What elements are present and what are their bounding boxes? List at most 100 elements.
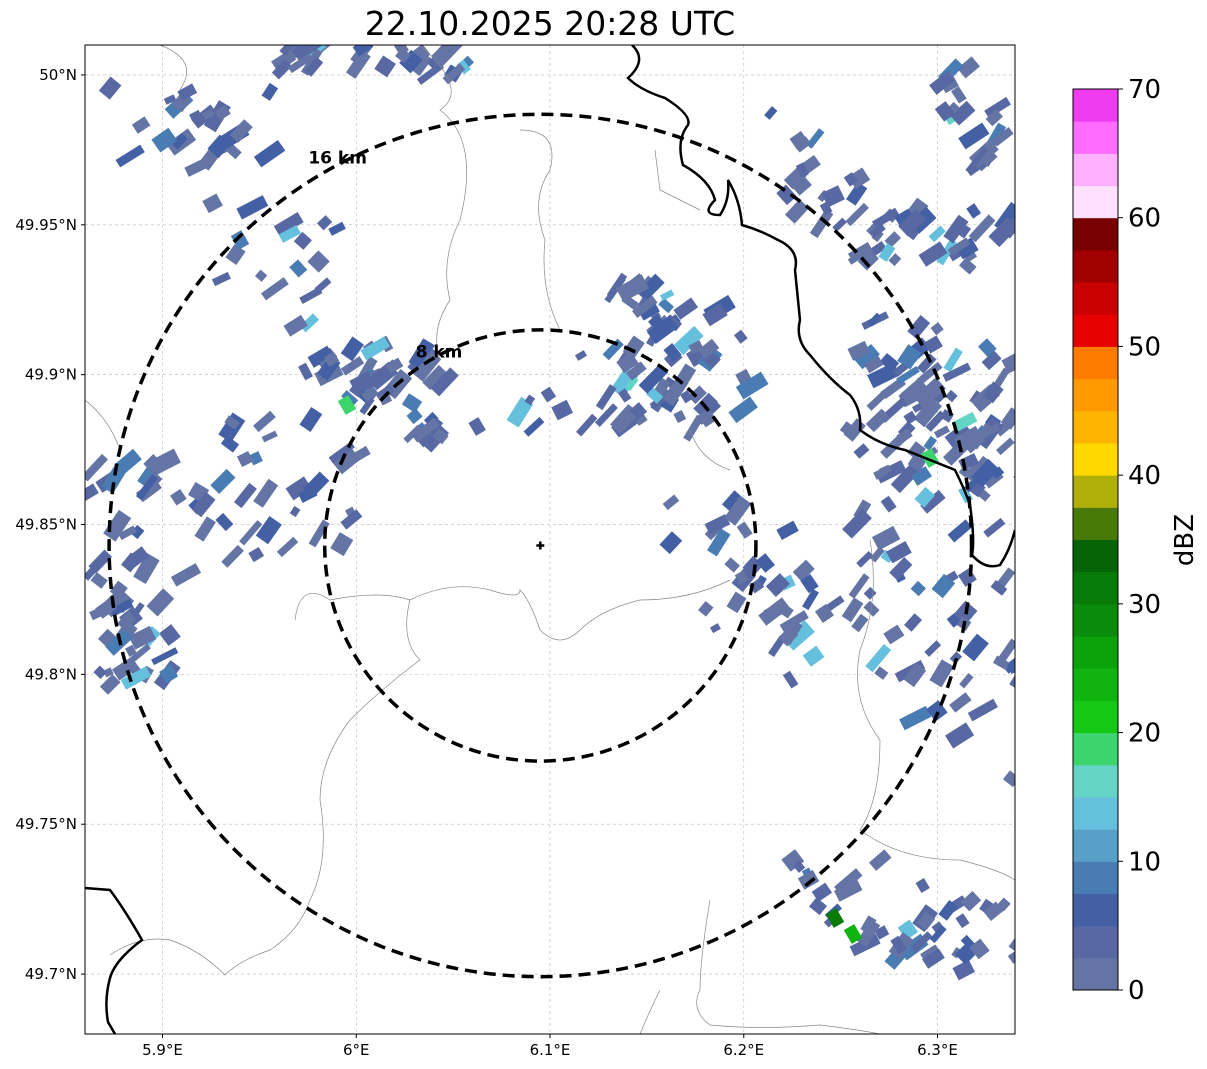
- lon-tick-label: 6°E: [343, 1041, 370, 1059]
- echo-cell: [330, 532, 354, 557]
- echo-cell: [917, 353, 937, 374]
- echo-cell: [888, 253, 902, 267]
- echo-cell: [923, 435, 937, 451]
- echo-cell: [210, 468, 236, 495]
- echo-cell: [943, 347, 963, 373]
- echo-cell: [814, 603, 834, 624]
- echo-cell: [130, 524, 145, 540]
- colorbar-bin: [1073, 217, 1118, 251]
- echo-cell: [934, 101, 955, 122]
- echo-cell: [261, 430, 278, 443]
- echo-cell: [64, 590, 77, 602]
- echo-cell: [189, 109, 202, 121]
- echo-cell: [1028, 453, 1057, 478]
- echo-cell: [878, 464, 892, 476]
- echo-cell: [287, 53, 314, 74]
- echo-cell: [622, 335, 645, 359]
- echo-cell: [1018, 525, 1034, 544]
- echo-cell: [971, 458, 1000, 488]
- echo-cell: [1008, 929, 1015, 956]
- echo-cell: [962, 633, 989, 662]
- echo-cell: [248, 546, 265, 563]
- echo-cell: [702, 303, 728, 327]
- echo-cell: [293, 231, 312, 250]
- echo-cell: [960, 890, 982, 912]
- colorbar-bin: [1073, 282, 1118, 315]
- echo-cell: [869, 546, 885, 563]
- echo-cell: [958, 257, 977, 275]
- echo-cell: [616, 351, 639, 374]
- echo-cell: [949, 651, 963, 665]
- colorbar-bin: [1073, 121, 1118, 154]
- colorbar-bin: [1073, 603, 1118, 637]
- echo-cell: [158, 624, 181, 647]
- echo-cell: [221, 544, 244, 568]
- colorbar-bin: [1073, 636, 1118, 669]
- echo-cell: [880, 495, 897, 513]
- echo-cell: [307, 345, 334, 368]
- echo-cell: [910, 931, 933, 953]
- echo-cell: [523, 416, 545, 437]
- echo-cell: [602, 338, 624, 361]
- echo-cell: [422, 364, 447, 391]
- echo-cell: [307, 250, 330, 273]
- colorbar-tick-label: 50: [1128, 332, 1161, 362]
- echo-cell: [780, 605, 794, 619]
- echo-cell: [1026, 453, 1046, 477]
- echo-cell: [907, 441, 926, 461]
- echo-cell: [1019, 261, 1034, 276]
- echo-cell: [834, 868, 863, 895]
- echo-cell: [214, 104, 231, 121]
- colorbar-tick-label: 0: [1128, 976, 1145, 1006]
- echo-cell: [904, 613, 923, 632]
- colorbar-frame: [1072, 88, 1119, 991]
- echo-cell: [809, 209, 834, 239]
- echo-cell: [659, 289, 675, 301]
- echo-cell: [432, 428, 449, 445]
- colorbar-bin: [1073, 507, 1118, 540]
- echo-cell: [802, 645, 825, 667]
- echo-cell: [658, 297, 675, 314]
- echo-cell: [794, 136, 812, 153]
- echo-cell: [253, 410, 276, 433]
- echo-cell: [863, 586, 877, 600]
- echo-cell: [802, 588, 819, 611]
- echo-cell: [540, 386, 557, 403]
- echo-cell: [236, 195, 269, 220]
- echo-cell: [125, 546, 150, 569]
- echo-cell: [191, 491, 216, 518]
- lat-tick-label: 49.85°N: [15, 516, 77, 534]
- echo-cell: [163, 94, 177, 105]
- echo-cell: [890, 935, 907, 955]
- echo-cell: [896, 365, 920, 385]
- echo-cell: [776, 520, 799, 540]
- colorbar-bin: [1073, 829, 1118, 862]
- figure-title: 22.10.2025 20:28 UTC: [364, 4, 736, 43]
- echo-cell: [913, 377, 946, 409]
- radar-site-icon: [536, 541, 545, 550]
- echo-cell: [874, 925, 890, 940]
- echo-cell: [278, 224, 301, 243]
- echo-cell: [944, 422, 974, 450]
- echo-cell: [88, 549, 113, 574]
- echo-cell: [408, 338, 435, 370]
- echo-cell: [945, 389, 958, 403]
- echo-cell: [866, 391, 886, 411]
- echo-cell: [230, 230, 250, 250]
- echo-cell: [201, 108, 215, 121]
- echo-cell: [103, 509, 132, 542]
- echo-cell: [1028, 564, 1041, 577]
- colorbar: 0 10 20 30 40 50 60 70 dBZ: [1072, 75, 1200, 1006]
- echo-cell: [170, 563, 202, 587]
- echo-cell: [85, 483, 99, 508]
- echo-cell: [90, 572, 108, 589]
- echo-cell: [865, 408, 890, 433]
- echo-cell: [146, 588, 175, 617]
- echo-cell: [957, 567, 977, 587]
- colorbar-bin: [1073, 185, 1118, 219]
- echo-cell: [332, 447, 361, 475]
- echo-cell: [349, 371, 375, 395]
- echo-cell: [1016, 660, 1042, 690]
- echo-cell: [113, 448, 142, 476]
- echo-cell: [886, 541, 912, 564]
